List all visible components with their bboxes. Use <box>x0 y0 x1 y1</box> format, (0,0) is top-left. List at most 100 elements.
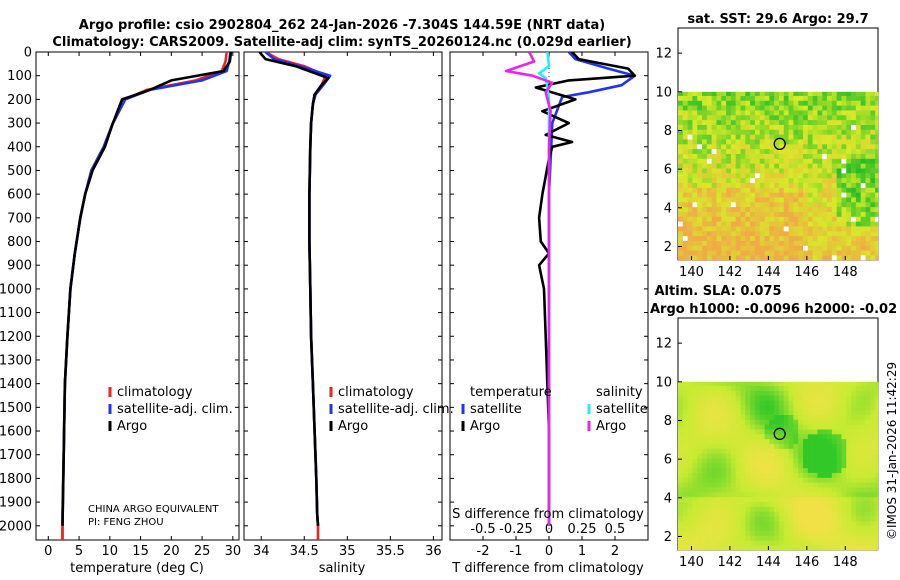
map-cell <box>817 177 823 183</box>
map-cell <box>750 163 756 169</box>
map-cell <box>726 395 732 401</box>
map-cell <box>841 221 847 227</box>
map-cell <box>793 414 799 420</box>
map-cell <box>740 134 746 140</box>
map-cell <box>807 467 813 473</box>
map-cell <box>716 119 722 125</box>
map-cell <box>822 202 828 208</box>
map-cell <box>769 91 775 96</box>
map-cell <box>831 187 837 193</box>
map-cell <box>769 385 775 391</box>
map-cell <box>822 168 828 174</box>
map-cell <box>697 206 703 212</box>
map-cell <box>687 240 693 246</box>
map-cell <box>865 501 871 507</box>
map-cell <box>831 168 837 174</box>
map-cell <box>726 496 732 502</box>
map-cell <box>831 100 837 106</box>
map-cell <box>706 187 712 193</box>
map-cell <box>778 530 785 536</box>
map-cell <box>860 409 866 415</box>
map-cell <box>754 139 761 145</box>
map-cell <box>807 501 813 507</box>
map-cell <box>827 110 833 116</box>
map-cell <box>745 250 751 256</box>
map-cell <box>783 453 789 459</box>
map-cell <box>778 187 785 193</box>
map-cell <box>851 235 857 241</box>
map-cell <box>846 434 852 440</box>
map-cell <box>841 458 847 464</box>
map-cell <box>798 226 804 232</box>
map-cell <box>721 226 727 232</box>
map-cell <box>807 153 813 159</box>
map-cell <box>735 521 741 527</box>
map-cell <box>687 216 693 222</box>
legend-temp-argo-label: Argo <box>470 419 500 434</box>
map-cell <box>702 95 708 101</box>
map-cell <box>750 405 756 411</box>
map-cell <box>716 144 722 150</box>
map-cell <box>812 115 818 121</box>
map-cell <box>764 211 770 217</box>
map-cell <box>687 134 693 140</box>
map-cell <box>812 240 818 246</box>
map-cell <box>817 434 823 440</box>
map-cell <box>759 438 765 444</box>
map-cell <box>778 545 785 551</box>
map-cell <box>812 381 818 386</box>
map-cell <box>716 438 722 444</box>
map-cell <box>754 540 761 546</box>
map-cell <box>702 511 708 517</box>
map-cell <box>836 521 842 527</box>
map-cell <box>735 414 741 420</box>
legend-satellite-adj-label: satellite-adj. clim. <box>117 402 233 417</box>
map-cell <box>798 458 804 464</box>
map-cell <box>855 105 861 111</box>
map-cell <box>841 255 847 261</box>
map-cell <box>812 206 818 212</box>
map-cell <box>687 221 693 227</box>
map-cell <box>754 100 761 106</box>
map-cell <box>721 221 727 227</box>
map-cell <box>726 448 732 454</box>
map-cell <box>817 115 823 121</box>
map-cell <box>764 168 770 174</box>
map-cell <box>870 405 876 411</box>
x-tick-label: 2 <box>611 544 619 559</box>
map-cell <box>706 540 712 546</box>
map-cell <box>817 105 823 111</box>
map-cell <box>682 206 688 212</box>
map-cell <box>851 487 857 493</box>
map-cell <box>769 216 775 222</box>
map-cell <box>735 197 741 203</box>
map-cell <box>875 400 879 406</box>
map-cell <box>860 381 866 386</box>
map-cell <box>774 139 780 145</box>
map-cell <box>846 197 852 203</box>
map-cell <box>750 182 756 188</box>
map-cell <box>706 91 712 96</box>
map-cell <box>764 405 770 411</box>
map-cell <box>846 158 852 164</box>
map-cell <box>687 95 693 101</box>
map-cell <box>841 516 847 522</box>
map-cell <box>726 472 732 478</box>
map-cell <box>812 231 818 237</box>
map-cell <box>778 521 785 527</box>
salinity-x-label: salinity <box>319 561 366 576</box>
map-cell <box>822 530 828 536</box>
y-tick-label: 12 <box>655 47 672 62</box>
map-cell <box>682 115 688 121</box>
map-cell <box>774 153 780 159</box>
map-cell <box>678 124 684 130</box>
map-cell <box>865 211 871 217</box>
map-cell <box>870 381 876 386</box>
y-tick-label: 0 <box>24 46 32 61</box>
map-cell <box>778 434 785 440</box>
map-cell <box>706 192 712 198</box>
map-cell <box>754 158 761 164</box>
map-cell <box>769 206 775 212</box>
map-cell <box>682 216 688 222</box>
map-cell <box>687 506 693 512</box>
